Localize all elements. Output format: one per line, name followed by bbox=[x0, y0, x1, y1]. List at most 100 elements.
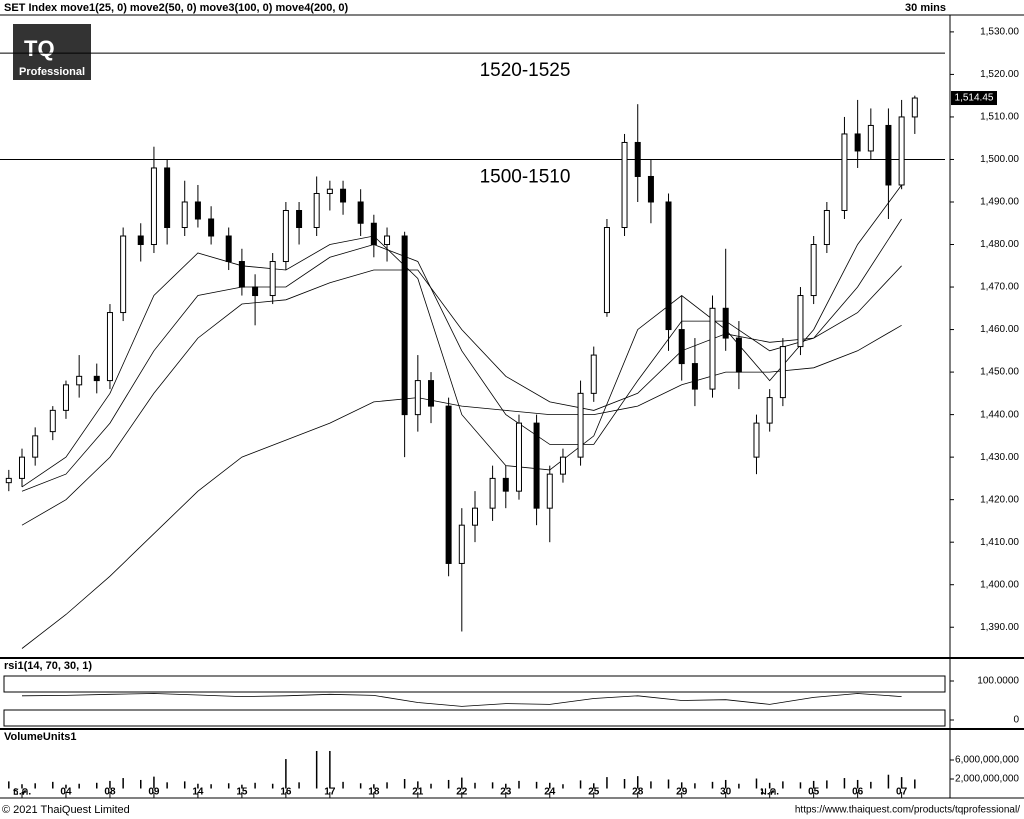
y-tick-label: 1,530.00 bbox=[980, 27, 1019, 38]
x-tick-label: 09 bbox=[148, 787, 160, 798]
y-tick-label: 1,480.00 bbox=[980, 239, 1019, 250]
candle-body bbox=[414, 380, 421, 416]
candle-body bbox=[106, 312, 113, 382]
candle-body bbox=[32, 435, 39, 458]
candle-body bbox=[120, 235, 127, 314]
x-tick-label: 05 bbox=[808, 787, 820, 798]
candle-body bbox=[282, 209, 289, 263]
candle-body bbox=[546, 473, 553, 509]
y-tick-label: 1,400.00 bbox=[980, 579, 1019, 590]
candle-body bbox=[634, 141, 641, 177]
x-tick-label: 22 bbox=[456, 787, 468, 798]
header-title: SET Index move1(25, 0) move2(50, 0) move… bbox=[4, 2, 349, 14]
volume-title: VolumeUnits1 bbox=[4, 731, 77, 743]
candle-body bbox=[18, 456, 25, 479]
y-tick-label: 1,510.00 bbox=[980, 112, 1019, 123]
candle-body bbox=[590, 354, 597, 394]
x-tick-label: 14 bbox=[192, 787, 204, 798]
y-tick-label: 6,000,000,000 bbox=[955, 755, 1019, 766]
x-tick-label: 28 bbox=[632, 787, 644, 798]
candle-body bbox=[621, 141, 628, 229]
y-tick-label: 1,450.00 bbox=[980, 367, 1019, 378]
candle-body bbox=[678, 329, 685, 365]
candle-body bbox=[238, 261, 245, 288]
copyright: © 2021 ThaiQuest Limited bbox=[2, 804, 130, 816]
x-tick-label: ม.ค. bbox=[760, 787, 779, 798]
y-tick-label: 1,500.00 bbox=[980, 154, 1019, 165]
candle-body bbox=[181, 201, 188, 229]
candle-body bbox=[515, 422, 522, 492]
url: https://www.thaiquest.com/products/tqpro… bbox=[795, 805, 1020, 816]
candle-body bbox=[62, 384, 69, 411]
x-tick-label: 29 bbox=[676, 787, 688, 798]
candle-body bbox=[76, 375, 83, 386]
candle-body bbox=[577, 392, 584, 458]
x-tick-label: 23 bbox=[500, 787, 512, 798]
rsi-oversold-band bbox=[3, 709, 946, 727]
candle-body bbox=[559, 456, 566, 475]
candle-body bbox=[489, 477, 496, 509]
candle-body bbox=[810, 244, 817, 297]
candle-body bbox=[296, 209, 303, 229]
x-tick-label: 17 bbox=[324, 787, 336, 798]
moving-average bbox=[21, 265, 902, 526]
candle-body bbox=[49, 409, 56, 433]
x-tick-label: 24 bbox=[544, 787, 556, 798]
candle-body bbox=[735, 337, 742, 373]
candle-body bbox=[313, 192, 320, 229]
candle-body bbox=[340, 188, 347, 203]
x-tick-label: 07 bbox=[896, 787, 908, 798]
y-tick-label: 1,430.00 bbox=[980, 452, 1019, 463]
x-tick-label: 15 bbox=[236, 787, 248, 798]
logo-text: Professional bbox=[19, 66, 85, 78]
candle-body bbox=[854, 133, 861, 152]
logo-mark: TQ bbox=[24, 36, 55, 61]
x-tick-label: 25 bbox=[588, 787, 600, 798]
logo-box bbox=[13, 24, 91, 80]
candle-body bbox=[647, 175, 654, 203]
level-annotation: 1520-1525 bbox=[480, 60, 571, 81]
moving-average bbox=[21, 324, 902, 649]
candle-body bbox=[885, 124, 892, 186]
candle-body bbox=[797, 295, 804, 348]
candle-body bbox=[137, 235, 144, 246]
x-tick-label: 21 bbox=[412, 787, 424, 798]
x-tick-label: 16 bbox=[280, 787, 292, 798]
candle-body bbox=[841, 133, 848, 211]
candle-body bbox=[428, 380, 435, 407]
x-tick-label: 30 bbox=[720, 787, 732, 798]
candle-body bbox=[823, 209, 830, 246]
candle-body bbox=[252, 286, 259, 297]
level-annotation: 1500-1510 bbox=[480, 166, 571, 187]
y-tick-label: 1,460.00 bbox=[980, 324, 1019, 335]
candle-body bbox=[5, 477, 12, 484]
candle-body bbox=[208, 218, 215, 237]
candle-body bbox=[458, 524, 465, 564]
candle-body bbox=[357, 201, 364, 224]
candle-body bbox=[445, 405, 452, 564]
candle-body bbox=[665, 201, 672, 331]
candle-body bbox=[269, 261, 276, 297]
candle-body bbox=[401, 235, 408, 416]
moving-average bbox=[21, 218, 902, 492]
y-tick-label: 1,440.00 bbox=[980, 409, 1019, 420]
moving-average bbox=[21, 184, 902, 488]
candle-body bbox=[766, 397, 773, 424]
candle-body bbox=[898, 116, 905, 186]
candle-body bbox=[225, 235, 232, 263]
y-tick-label: 1,390.00 bbox=[980, 622, 1019, 633]
y-tick-label: 0 bbox=[1013, 715, 1019, 726]
candle-body bbox=[753, 422, 760, 458]
candle-body bbox=[911, 97, 918, 118]
last-price-label: 1,514.45 bbox=[955, 93, 994, 104]
x-tick-label: 04 bbox=[60, 787, 72, 798]
y-tick-label: 1,470.00 bbox=[980, 282, 1019, 293]
x-tick-label: ธ.ค. bbox=[13, 787, 32, 798]
candle-body bbox=[502, 477, 509, 492]
candle-body bbox=[150, 167, 157, 246]
candle-body bbox=[472, 507, 478, 526]
y-tick-label: 100.0000 bbox=[977, 676, 1019, 687]
candle-body bbox=[779, 346, 786, 399]
